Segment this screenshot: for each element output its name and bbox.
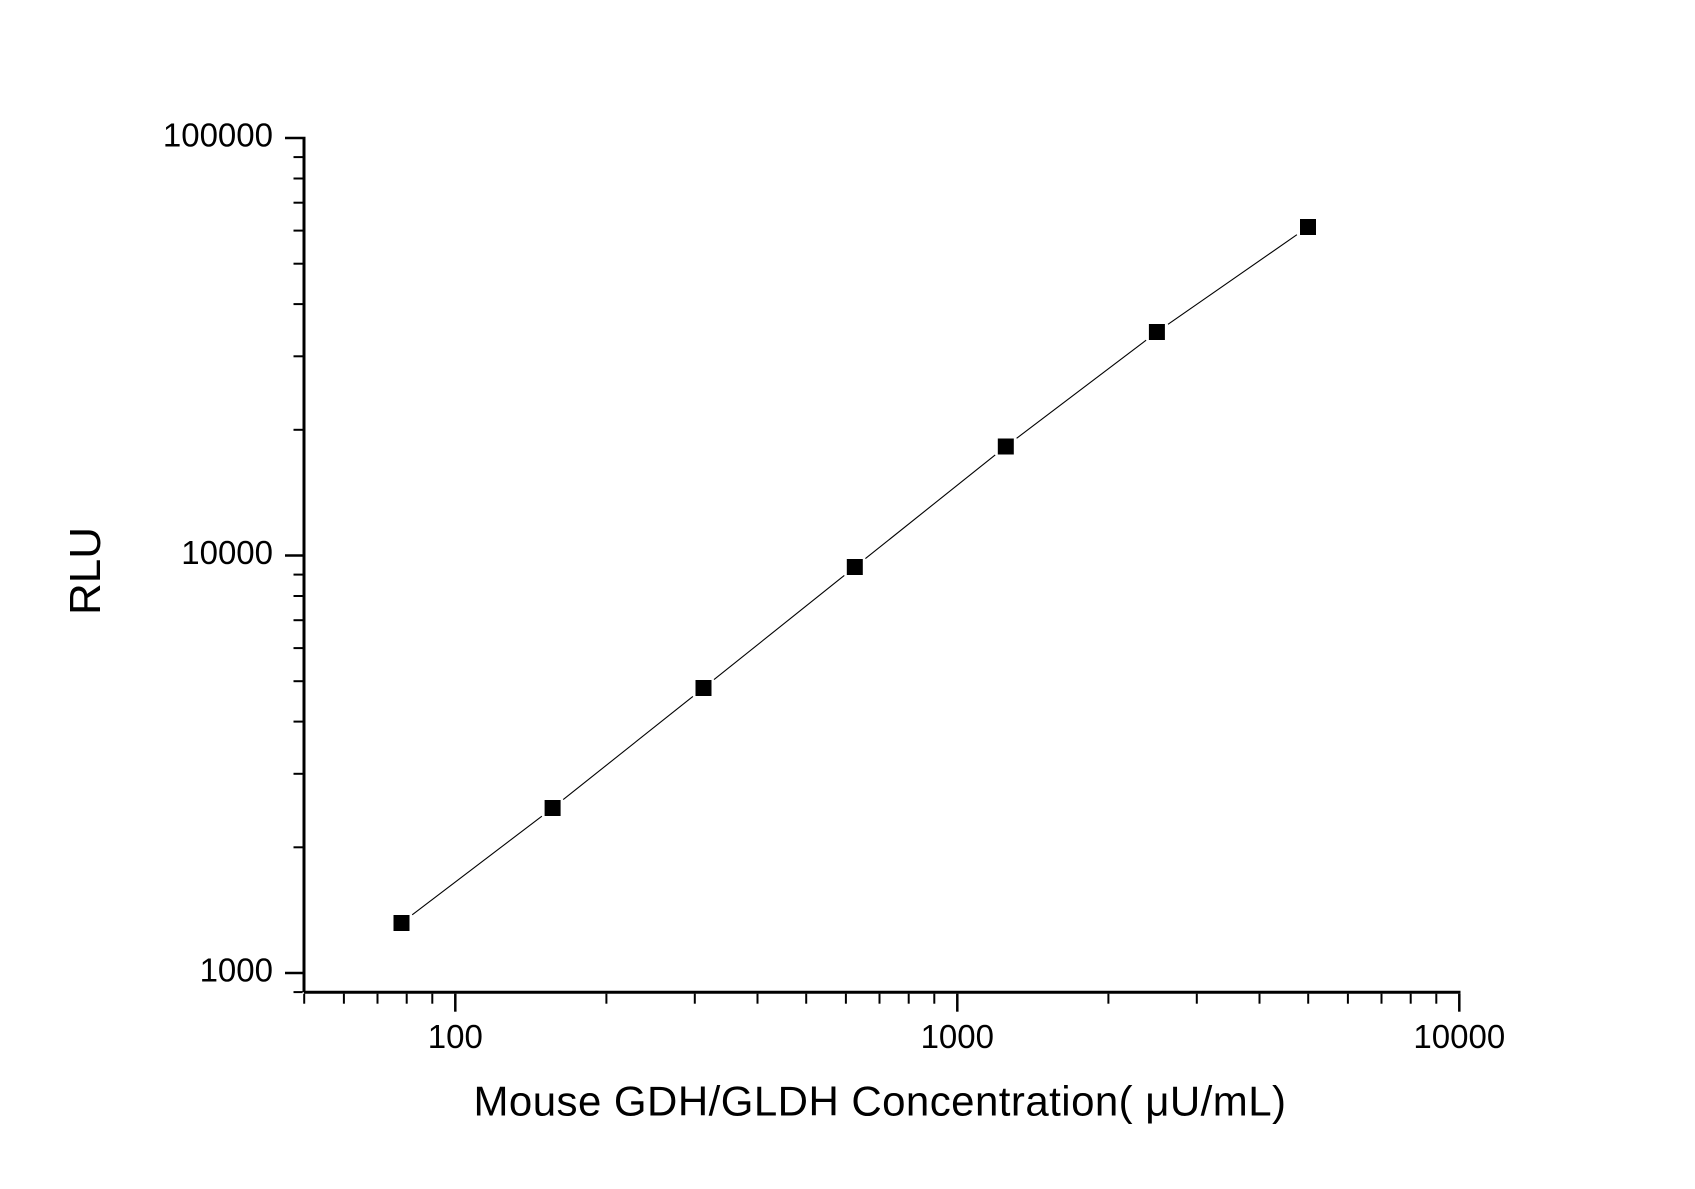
svg-text:Mouse GDH/GLDH Concentration(: Mouse GDH/GLDH Concentration( μU/mL) xyxy=(474,1078,1287,1125)
svg-text:100: 100 xyxy=(428,1018,483,1055)
svg-text:RLU: RLU xyxy=(61,527,110,615)
svg-text:1000: 1000 xyxy=(921,1018,994,1055)
svg-text:100000: 100000 xyxy=(163,117,273,154)
svg-text:10000: 10000 xyxy=(181,534,273,571)
svg-text:10000: 10000 xyxy=(1413,1018,1505,1055)
svg-text:1000: 1000 xyxy=(200,952,273,989)
